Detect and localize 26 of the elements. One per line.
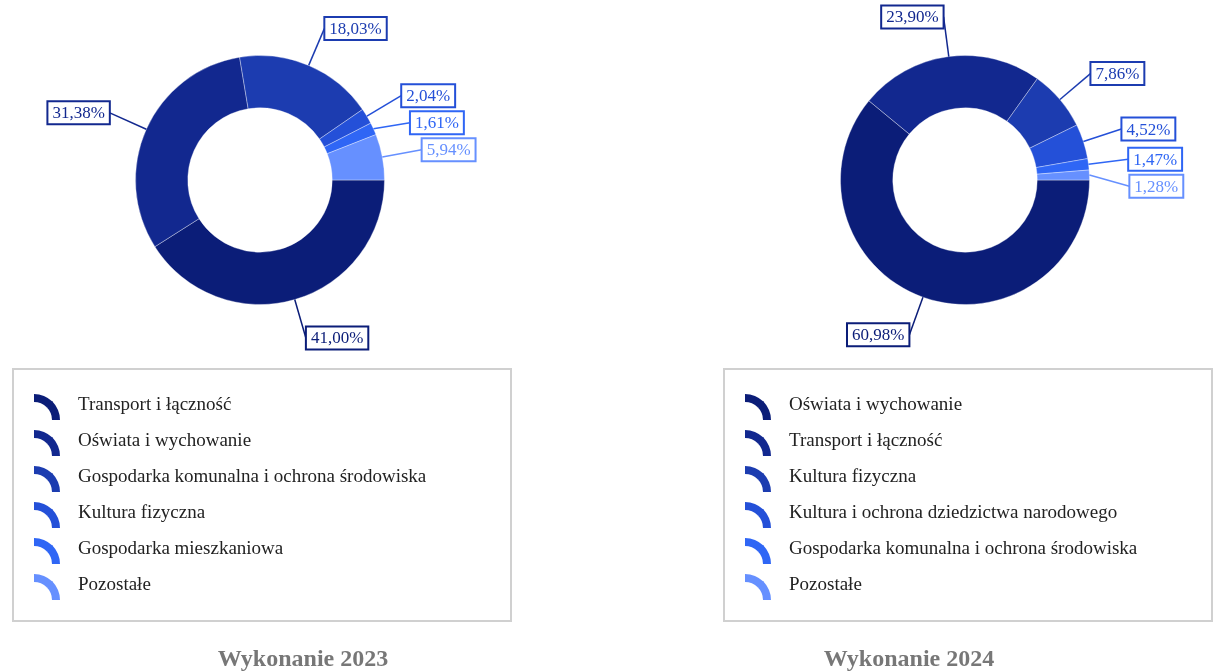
data-label: 4,52% <box>1126 119 1171 139</box>
text: Wykonanie 2023 <box>216 645 390 672</box>
legend-label: Oświata i wychowanie <box>789 393 963 415</box>
legend-label: Kultura fizyczna <box>78 501 206 523</box>
data-label: 7,86% <box>1095 64 1140 84</box>
data-label: 31,38% <box>52 103 105 123</box>
data-label: 60,98% <box>851 325 905 345</box>
legend-label: Gospodarka mieszkaniowa <box>78 537 284 559</box>
data-label: 1,47% <box>1133 149 1178 169</box>
data-label: 1,61% <box>414 113 459 133</box>
legend-label: Pozostałe <box>789 573 862 595</box>
legend-label: Pozostałe <box>78 573 151 595</box>
text: Wykonanie 2024 <box>822 645 996 672</box>
data-label: 41,00% <box>310 328 364 348</box>
data-label: 18,03% <box>329 19 382 39</box>
legend-label: Kultura i ochrona dziedzictwa narodowego <box>789 501 1118 523</box>
data-label: 1,28% <box>1134 176 1179 196</box>
legend-label: Gospodarka komunalna i ochrona środowiska <box>789 537 1138 559</box>
data-label: 2,04% <box>406 86 451 106</box>
legend-label: Oświata i wychowanie <box>78 429 252 451</box>
data-label: 5,94% <box>426 140 471 160</box>
data-label: 23,90% <box>886 7 939 27</box>
legend-label: Gospodarka komunalna i ochrona środowiska <box>78 465 427 487</box>
legend-label: Transport i łączność <box>78 393 232 415</box>
legend-label: Transport i łączność <box>789 429 943 451</box>
legend-label: Kultura fizyczna <box>789 465 917 487</box>
